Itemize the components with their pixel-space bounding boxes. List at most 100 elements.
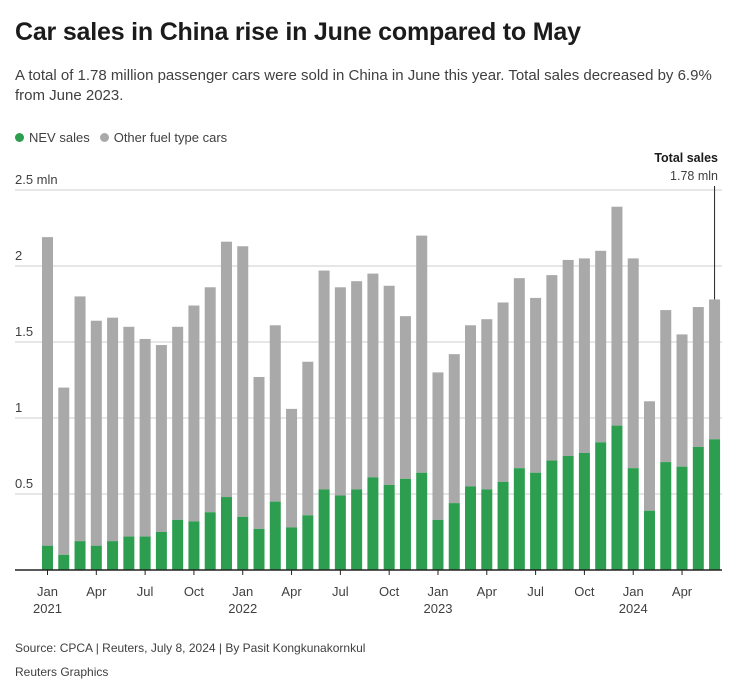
bar-nev	[513, 468, 525, 570]
x-tick-label: Jan	[427, 584, 448, 599]
bar-other-fuel	[172, 326, 184, 520]
y-tick-label: 2.5 mln	[15, 172, 58, 187]
bar-nev	[237, 516, 249, 570]
bar-nev	[334, 495, 346, 570]
x-year-label: 2022	[228, 601, 257, 616]
bar-other-fuel	[578, 258, 590, 453]
bar-nev	[578, 452, 590, 570]
bar-other-fuel	[302, 361, 314, 516]
bar-nev	[302, 515, 314, 570]
bar-nev	[318, 489, 330, 570]
bar-other-fuel	[432, 372, 444, 520]
x-year-label: 2021	[33, 601, 62, 616]
bar-nev	[643, 510, 655, 570]
bar-nev	[416, 472, 428, 570]
bar-other-fuel	[562, 259, 574, 456]
x-tick-label: Jan	[623, 584, 644, 599]
x-tick-label: Apr	[672, 584, 693, 599]
bar-nev	[595, 442, 607, 570]
bar-other-fuel	[513, 278, 525, 469]
bar-nev	[107, 541, 119, 570]
y-tick-label: 0.5	[15, 476, 33, 491]
bar-nev	[286, 527, 298, 570]
x-tick-label: Jan	[232, 584, 253, 599]
bar-other-fuel	[90, 320, 102, 546]
bar-nev	[611, 425, 623, 570]
bar-other-fuel	[253, 376, 265, 529]
bar-nev	[692, 446, 704, 570]
bar-nev	[42, 545, 53, 570]
x-tick-label: Apr	[477, 584, 498, 599]
bar-other-fuel	[676, 334, 688, 467]
total-sales-annotation: Total sales 1.78 mln	[654, 151, 718, 300]
bar-nev	[399, 478, 411, 570]
x-year-label: 2023	[424, 601, 453, 616]
bar-other-fuel	[367, 273, 379, 478]
bar-nev	[481, 489, 493, 570]
x-tick-label: Jan	[37, 584, 58, 599]
bar-nev	[58, 554, 70, 570]
bar-nev	[448, 503, 460, 570]
source-note: Source: CPCA | Reuters, July 8, 2024 | B…	[15, 641, 366, 655]
bar-other-fuel	[188, 305, 200, 522]
legend: NEV sales Other fuel type cars	[15, 130, 237, 145]
bar-nev	[220, 497, 232, 570]
bar-nev	[676, 466, 688, 570]
bar-other-fuel	[383, 285, 395, 485]
x-tick-label: Apr	[86, 584, 107, 599]
bar-other-fuel	[318, 270, 330, 490]
graphics-credit: Reuters Graphics	[15, 665, 109, 679]
x-tick-label: Oct	[379, 584, 400, 599]
bar-other-fuel	[399, 316, 411, 479]
chart-subtitle: A total of 1.78 million passenger cars w…	[15, 67, 712, 104]
bar-nev	[155, 532, 167, 570]
bar-other-fuel	[497, 302, 509, 482]
bar-other-fuel	[448, 354, 460, 504]
bar-other-fuel	[220, 241, 232, 498]
bar-nev	[139, 536, 151, 570]
bar-other-fuel	[74, 296, 86, 542]
bar-other-fuel	[465, 325, 477, 487]
annotation-value: 1.78 mln	[670, 169, 718, 183]
bar-nev	[253, 528, 265, 570]
x-axis: Jan 2021 Apr Jul Oct Jan 2022 Apr Jul Oct Jan 2023 A…	[15, 569, 722, 616]
bar-nev	[546, 460, 558, 570]
bar-nev	[709, 439, 721, 570]
bar-nev	[172, 519, 184, 570]
bar-nev	[497, 481, 509, 570]
bar-nev	[90, 545, 102, 570]
bar-other-fuel	[709, 299, 721, 440]
bar-nev	[204, 512, 216, 570]
bar-other-fuel	[286, 408, 298, 528]
bar-other-fuel	[481, 319, 493, 490]
legend-nev-swatch-icon	[15, 133, 24, 142]
x-tick-label: Jul	[332, 584, 349, 599]
bar-other-fuel	[107, 317, 119, 542]
x-year-label: 2024	[619, 601, 648, 616]
bars	[42, 206, 721, 570]
bar-other-fuel	[611, 206, 623, 426]
x-tick-label: Jul	[137, 584, 154, 599]
bar-other-fuel	[595, 250, 607, 443]
bar-other-fuel	[42, 237, 53, 546]
x-tick-label: Oct	[184, 584, 205, 599]
bar-nev	[269, 501, 281, 570]
y-tick-label: 1.5	[15, 324, 33, 339]
x-tick-label: Oct	[574, 584, 595, 599]
bar-nev	[660, 462, 672, 570]
bar-nev	[188, 521, 200, 570]
bar-other-fuel	[530, 297, 542, 473]
bar-nev	[351, 489, 363, 570]
bar-nev	[74, 541, 86, 570]
bar-other-fuel	[416, 235, 428, 473]
bar-nev	[432, 519, 444, 570]
legend-item-other: Other fuel type cars	[99, 130, 227, 145]
bar-other-fuel	[692, 307, 704, 447]
bar-other-fuel	[204, 287, 216, 513]
bar-other-fuel	[334, 287, 346, 496]
legend-nev-label: NEV sales	[29, 130, 90, 145]
bar-nev	[627, 468, 639, 570]
bar-other-fuel	[643, 401, 655, 511]
x-tick-label: Jul	[527, 584, 544, 599]
